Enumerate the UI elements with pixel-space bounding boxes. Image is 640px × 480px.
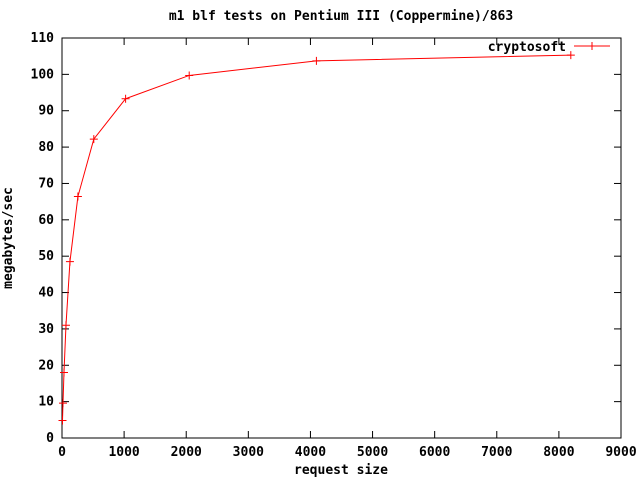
data-point-marker (73, 192, 82, 201)
y-axis-label: megabytes/sec (1, 187, 16, 289)
x-tick-label: 1000 (108, 445, 139, 460)
data-point-marker (566, 51, 575, 60)
x-tick-label: 4000 (295, 445, 326, 460)
x-tick-label: 7000 (481, 445, 512, 460)
y-tick-label: 0 (46, 431, 54, 446)
axis-ticks: 0 1000 2000 3000 4000 5000 6000 7000 8000 9000 0 10… (31, 31, 637, 460)
data-point-marker (312, 56, 321, 65)
y-tick-label: 40 (38, 286, 54, 301)
y-tick-label: 30 (38, 322, 54, 337)
y-tick-label: 100 (31, 67, 55, 82)
data-point-marker (121, 94, 130, 103)
x-tick-label: 5000 (357, 445, 388, 460)
x-tick-label: 8000 (543, 445, 574, 460)
x-tick-label: 6000 (419, 445, 450, 460)
data-point-marker (65, 257, 74, 266)
chart-title: m1 blf tests on Pentium III (Coppermine)… (169, 9, 513, 24)
data-series-cryptosoft (58, 51, 575, 425)
y-tick-label: 20 (38, 358, 54, 373)
data-point-marker (61, 321, 70, 330)
x-axis-label: request size (294, 463, 388, 478)
y-tick-label: 110 (31, 31, 55, 46)
x-tick-label: 9000 (605, 445, 636, 460)
data-point-marker (58, 399, 67, 408)
y-tick-label: 90 (38, 104, 54, 119)
x-tick-label: 3000 (233, 445, 264, 460)
y-tick-label: 50 (38, 249, 54, 264)
x-tick-label: 2000 (171, 445, 202, 460)
series-line (61, 54, 571, 421)
data-point-marker (89, 135, 98, 144)
x-tick-label: 0 (58, 445, 66, 460)
plot-area-border (61, 37, 622, 439)
y-tick-label: 10 (38, 395, 54, 410)
y-tick-label: 80 (38, 140, 54, 155)
y-tick-label: 70 (38, 176, 54, 191)
data-point-marker (185, 71, 194, 80)
legend-sample-marker (588, 42, 596, 50)
legend-label: cryptosoft (488, 40, 566, 55)
data-point-marker (58, 416, 67, 425)
data-point-marker (59, 368, 68, 377)
legend-sample-line (574, 42, 610, 50)
y-tick-label: 60 (38, 213, 54, 228)
